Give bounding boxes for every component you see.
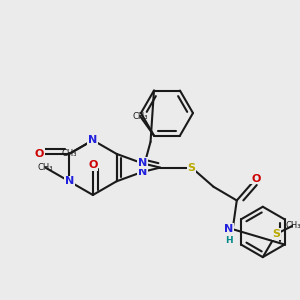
Text: O: O	[88, 160, 98, 170]
Text: O: O	[34, 149, 44, 159]
Text: S: S	[272, 229, 281, 239]
Text: CH₃: CH₃	[61, 149, 77, 158]
Text: O: O	[251, 174, 261, 184]
Text: CH₃: CH₃	[133, 112, 148, 121]
Text: N: N	[64, 176, 74, 186]
Text: N: N	[224, 224, 233, 234]
Text: N: N	[88, 135, 98, 145]
Text: N: N	[138, 158, 147, 168]
Text: H: H	[225, 236, 232, 245]
Text: S: S	[188, 163, 196, 172]
Text: CH₃: CH₃	[285, 221, 300, 230]
Text: CH₃: CH₃	[38, 163, 53, 172]
Text: N: N	[138, 167, 147, 177]
